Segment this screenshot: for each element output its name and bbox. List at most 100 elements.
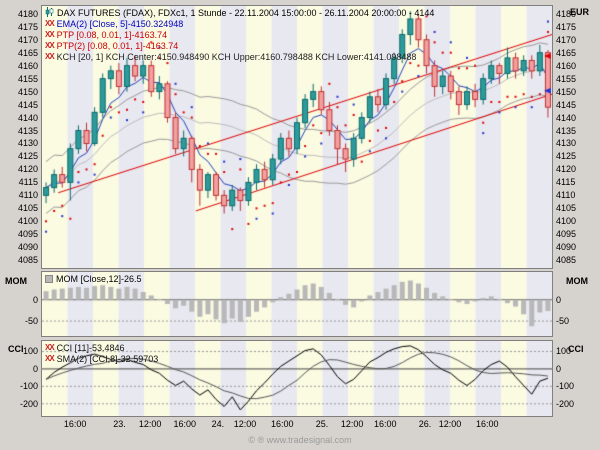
legend-ema-text: EMA(2) [Close, 5]-4150.324948 [56, 18, 184, 29]
y-tick-label: 4180 [17, 8, 38, 19]
y-tick-label: -100 [556, 381, 575, 392]
y-tick-label: 4175 [17, 21, 38, 32]
y-tick-label: 4105 [17, 203, 38, 214]
y-tick-label: 4125 [17, 151, 38, 162]
y-tick-label: 4140 [17, 112, 38, 123]
y-tick-label: 4150 [556, 86, 577, 97]
candlestick-icon [45, 6, 54, 19]
x-tick-label: 25. [315, 419, 329, 429]
y-tick-label: 4115 [18, 177, 38, 188]
y-tick-label: 4090 [556, 242, 577, 253]
formula-icon: XX [45, 342, 55, 352]
y-tick-label: 4110 [556, 190, 576, 201]
legend-ptp2-text: PTP(2) [0.08, 0.01, 1]-4163.74 [56, 40, 179, 51]
price-pane[interactable]: DAX FUTURES (FDAX), FDXc1, 1 Stunde - 22… [41, 5, 553, 269]
y-tick-label: 4150 [17, 86, 38, 97]
y-tick-label: 4090 [17, 242, 38, 253]
y-tick-label: 4085 [17, 255, 38, 266]
y-tick-label: 0 [556, 294, 562, 305]
x-tick-label: 12:00 [340, 419, 364, 429]
y-axis-left[interactable]: 4180 4175 4170 4165 4160 4155 4150 4145 4140 4135… [0, 0, 40, 450]
x-tick-label: 16:00 [270, 419, 294, 429]
y-tick-label: -200 [556, 398, 575, 409]
y-tick-label: 4160 [556, 60, 577, 71]
y-tick-label: 4180 [556, 8, 577, 19]
time-axis[interactable]: 16:00 23. 12:00 16:00 24. 12:00 16:00 25. 12:00 1… [0, 419, 600, 431]
legend-row-ema[interactable]: XX EMA(2) [Close, 5]-4150.324948 [45, 18, 434, 29]
legend-row-mom[interactable]: MOM [Close,12]-26.5 [45, 273, 142, 284]
y-tick-label: 4110 [18, 190, 38, 201]
y-tick-label: 4165 [17, 47, 38, 58]
copyright: © ® www.tradesignal.com [248, 435, 352, 445]
legend-row-symbol[interactable]: DAX FUTURES (FDAX), FDXc1, 1 Stunde - 22… [45, 6, 435, 19]
y-tick-label: -200 [19, 398, 38, 409]
cci-pane-label-left: CCI [8, 344, 24, 354]
y-tick-label: 4115 [556, 177, 576, 188]
formula-icon: XX [45, 29, 55, 39]
y-tick-label: 4100 [17, 216, 38, 227]
legend-row-cci[interactable]: XX CCI [11]-53.4846 [45, 342, 158, 353]
legend-cci-sma-text: SMA(2) [CCI,8]-32.59703 [56, 353, 159, 364]
legend-ptp-text: PTP [0.08, 0.01, 1]-4163.74 [56, 29, 168, 40]
x-tick-label: 12:00 [138, 419, 162, 429]
y-tick-label: 4095 [17, 229, 38, 240]
y-tick-label: 4145 [556, 99, 577, 110]
legend-row-ptp[interactable]: XX PTP [0.08, 0.01, 1]-4163.74 [45, 29, 434, 40]
axis-unit-label: EUR [570, 7, 590, 17]
y-tick-label: 4100 [556, 216, 577, 227]
y-tick-label: 100 [556, 346, 572, 357]
legend-row-ptp2[interactable]: XX PTP(2) [0.08, 0.01, 1]-4163.74 [45, 40, 434, 51]
cci-pane[interactable]: XX CCI [11]-53.4846 XX SMA(2) [CCI,8]-32… [41, 340, 553, 417]
formula-icon: XX [45, 18, 55, 28]
y-tick-label: 4155 [17, 73, 38, 84]
y-tick-label: -50 [556, 316, 570, 327]
y-tick-label: 4155 [556, 73, 577, 84]
x-tick-label: 26. [418, 419, 432, 429]
x-tick-label: 12:00 [438, 419, 462, 429]
x-tick-label: 16:00 [63, 419, 87, 429]
formula-icon: XX [45, 353, 55, 363]
formula-icon: XX [45, 51, 55, 61]
price-chart-canvas[interactable] [42, 6, 552, 268]
y-tick-label: 4170 [17, 34, 38, 45]
y-tick-label: 4125 [556, 151, 577, 162]
legend-symbol-text: DAX FUTURES (FDAX), FDXc1, 1 Stunde - 22… [57, 7, 435, 18]
y-tick-label: 4120 [556, 164, 577, 175]
y-tick-label: 4140 [556, 112, 577, 123]
y-tick-label: 0 [556, 363, 562, 374]
momentum-chart-canvas[interactable] [42, 272, 552, 336]
y-axis-right[interactable]: 4180 4175 4170 4165 4160 4155 4150 4145 4140 4135… [554, 0, 600, 450]
y-tick-label: 4120 [17, 164, 38, 175]
legend-row-cci-sma[interactable]: XX SMA(2) [CCI,8]-32.59703 [45, 353, 158, 364]
momentum-legend: MOM [Close,12]-26.5 [45, 273, 142, 284]
y-tick-label: 100 [22, 346, 38, 357]
y-tick-label: 4130 [17, 138, 38, 149]
y-tick-label: 4095 [556, 229, 577, 240]
y-tick-label: 4135 [556, 125, 577, 136]
legend-cci-text: CCI [11]-53.4846 [56, 342, 125, 353]
x-tick-label: 16:00 [373, 419, 397, 429]
formula-icon: XX [45, 40, 55, 50]
y-tick-label: 0 [32, 363, 38, 374]
x-tick-label: 24. [211, 419, 225, 429]
y-tick-label: 4170 [556, 34, 577, 45]
y-tick-label: -50 [24, 316, 38, 327]
mom-swatch-icon [45, 274, 53, 283]
y-tick-label: 4175 [556, 21, 577, 32]
x-tick-label: 23. [113, 419, 126, 429]
cci-chart-canvas[interactable] [42, 341, 552, 416]
mom-pane-label-left: MOM [5, 276, 27, 286]
momentum-pane[interactable]: MOM [Close,12]-26.5 [41, 271, 553, 337]
price-legend: DAX FUTURES (FDAX), FDXc1, 1 Stunde - 22… [45, 6, 435, 62]
y-tick-label: 4165 [556, 47, 577, 58]
y-tick-label: 4135 [17, 125, 38, 136]
y-tick-label: 4085 [556, 255, 577, 266]
y-tick-label: -100 [19, 381, 38, 392]
cci-legend: XX CCI [11]-53.4846 XX SMA(2) [CCI,8]-32… [45, 342, 158, 364]
x-tick-label: 16:00 [475, 419, 499, 429]
y-tick-label: 4145 [17, 99, 38, 110]
y-tick-label: 4160 [17, 60, 38, 71]
legend-kch-text: KCH [20, 1] KCH Center:4150.948490 KCH U… [56, 51, 417, 62]
legend-row-kch[interactable]: XX KCH [20, 1] KCH Center:4150.948490 KC… [45, 51, 434, 62]
